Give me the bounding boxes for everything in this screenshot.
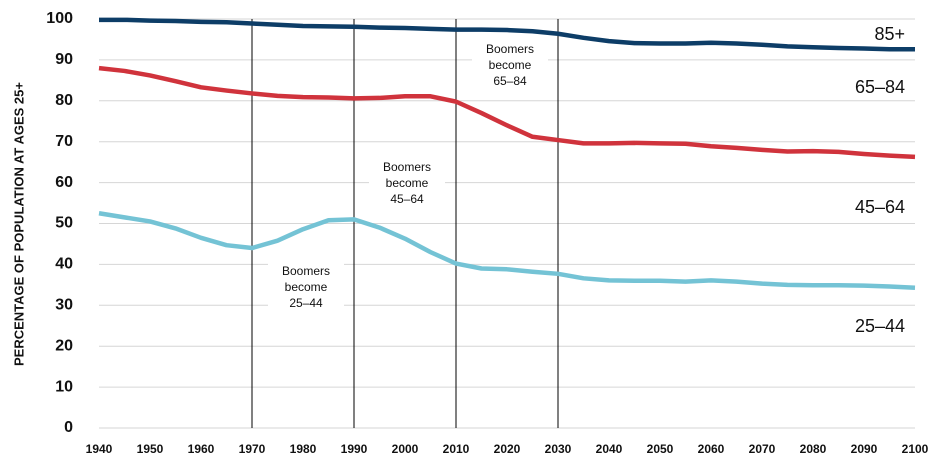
x-tick-label: 2010 [443, 442, 470, 456]
y-tick-label: 10 [55, 378, 73, 395]
x-tick-label: 2070 [749, 442, 776, 456]
y-axis-label: PERCENTAGE OF POPULATION AT AGES 25+ [11, 82, 26, 366]
x-tick-label: 2030 [545, 442, 572, 456]
x-tick-label: 1950 [137, 442, 164, 456]
annotation: 65–84 [493, 74, 527, 88]
y-tick-label: 20 [55, 337, 73, 354]
band-label: 65–84 [855, 77, 905, 97]
y-tick-label: 40 [55, 256, 73, 273]
y-tick-label: 70 [55, 133, 73, 150]
x-tick-label: 1940 [86, 442, 113, 456]
x-tick-label: 1960 [188, 442, 215, 456]
y-tick-label: 30 [55, 297, 73, 314]
x-tick-label: 2000 [392, 442, 419, 456]
x-tick-label: 2060 [698, 442, 725, 456]
x-tick-label: 2020 [494, 442, 521, 456]
band-label: 85+ [874, 24, 905, 44]
annotation-bg [268, 262, 344, 314]
y-tick-label: 80 [55, 92, 73, 109]
y-tick-label: 50 [55, 215, 73, 232]
x-tick-label: 1970 [239, 442, 266, 456]
annotation-bg [472, 40, 548, 92]
annotation: 45–64 [390, 192, 424, 206]
y-tick-label: 60 [55, 174, 73, 191]
y-tick-label: 90 [55, 51, 73, 68]
annotation: Boomers [486, 42, 534, 56]
band-label: 45–64 [855, 197, 905, 217]
y-tick-label: 100 [46, 10, 73, 27]
annotation: 25–44 [289, 296, 323, 310]
series-line [99, 17, 915, 52]
y-tick-label: 0 [64, 419, 73, 436]
annotation: Boomers [282, 264, 330, 278]
x-tick-label: 2100 [902, 442, 929, 456]
annotation: become [386, 176, 429, 190]
x-tick-label: 1990 [341, 442, 368, 456]
annotation-bg [369, 158, 445, 210]
series-line [98, 211, 916, 290]
annotation: become [489, 58, 532, 72]
series-line [98, 65, 916, 160]
x-tick-label: 1980 [290, 442, 317, 456]
x-tick-label: 2050 [647, 442, 674, 456]
annotation: Boomers [383, 160, 431, 174]
annotation: become [285, 280, 328, 294]
x-tick-label: 2040 [596, 442, 623, 456]
x-tick-label: 2080 [800, 442, 827, 456]
band-label: 25–44 [855, 316, 905, 336]
x-tick-label: 2090 [851, 442, 878, 456]
